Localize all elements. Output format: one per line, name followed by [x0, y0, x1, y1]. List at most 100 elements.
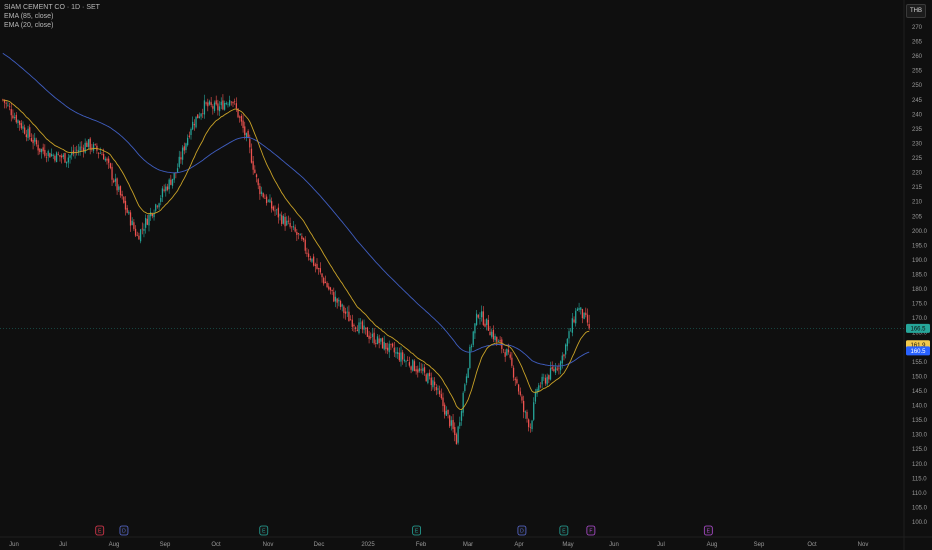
candle-body: [400, 352, 402, 362]
candle-body: [45, 157, 48, 158]
candle-body: [15, 114, 17, 123]
candle-body: [348, 311, 350, 322]
candle-body: [546, 376, 548, 385]
candle-body: [553, 369, 555, 372]
candle-body: [197, 114, 199, 119]
ema-85-legend[interactable]: EMA (85, close): [4, 13, 54, 20]
price-tag[interactable]: [906, 346, 930, 356]
candle-body: [353, 324, 355, 327]
candle-body: [397, 352, 399, 354]
candle-body: [450, 420, 453, 426]
candle-body: [417, 369, 419, 373]
candle-body: [319, 268, 321, 273]
candle-body: [307, 253, 310, 258]
event-marker-label: E: [415, 529, 419, 535]
candle-body: [34, 137, 36, 142]
candle-body: [92, 144, 95, 151]
candle-body: [151, 213, 153, 217]
candle-body: [568, 331, 570, 339]
candle-body: [103, 154, 105, 160]
candle-body: [128, 211, 130, 214]
symbol-title[interactable]: SIAM CEMENT CO · 1D · SET: [4, 4, 100, 11]
candle-body: [163, 189, 165, 191]
candle-body: [183, 146, 185, 151]
candle-body: [482, 311, 484, 325]
candle-body: [89, 138, 91, 150]
y-tick-label: 115.0: [912, 476, 927, 482]
ema-20-legend[interactable]: EMA (20, close): [4, 22, 54, 29]
candle-body: [76, 149, 78, 151]
y-tick-label: 110.0: [912, 491, 927, 497]
candle-body: [588, 324, 590, 329]
candle-body: [108, 158, 110, 163]
candle-body: [141, 228, 143, 230]
candle-body: [497, 340, 500, 342]
event-marker[interactable]: [119, 525, 129, 536]
candle-body: [7, 104, 9, 106]
candle-body: [208, 101, 211, 105]
candle-body: [343, 306, 345, 313]
currency-badge[interactable]: THB: [906, 4, 926, 18]
candle-body: [543, 377, 545, 379]
candle-body: [435, 386, 437, 391]
candle-body: [50, 153, 53, 157]
candle-body: [113, 180, 115, 183]
candle-body: [265, 196, 268, 204]
y-tick-label: 220: [912, 171, 923, 177]
candle-body: [297, 233, 300, 234]
candle-body: [66, 161, 68, 164]
candle-body: [168, 179, 170, 190]
x-tick-label: Aug: [707, 542, 718, 548]
event-marker[interactable]: [703, 525, 713, 536]
candle-body: [388, 343, 390, 353]
candle-body: [484, 323, 486, 327]
y-tick-label: 105.0: [912, 505, 928, 511]
candle-body: [430, 377, 432, 386]
event-marker-label: F: [589, 529, 592, 535]
candle-body: [385, 343, 387, 350]
candle-body: [477, 314, 479, 318]
y-tick-label: 135.0: [912, 418, 928, 424]
event-marker[interactable]: [586, 525, 596, 536]
event-marker[interactable]: [95, 525, 105, 536]
y-tick-label: 120.0: [912, 462, 928, 468]
candle-body: [452, 419, 454, 429]
price-tag[interactable]: [906, 323, 930, 333]
candle-body: [336, 298, 338, 303]
candle-body: [531, 420, 533, 430]
candle-body: [556, 368, 558, 370]
candle-body: [524, 411, 526, 413]
candle-body: [437, 388, 439, 390]
candle-body: [287, 220, 290, 222]
candle-body: [405, 360, 407, 362]
event-marker[interactable]: [412, 525, 422, 536]
event-marker[interactable]: [259, 525, 269, 536]
candle-body: [509, 354, 511, 358]
candle-body: [165, 186, 167, 192]
event-marker-label: D: [520, 529, 524, 535]
candle-body: [376, 336, 379, 344]
candle-body: [69, 155, 71, 158]
candle-body: [202, 113, 204, 114]
candle-body: [470, 345, 473, 348]
candle-body: [136, 234, 138, 236]
y-tick-label: 140.0: [912, 404, 928, 410]
candle-body: [61, 155, 63, 158]
candle-body: [267, 200, 269, 202]
candle-body: [42, 147, 44, 152]
candle-body: [296, 231, 298, 235]
candle-body: [469, 346, 471, 369]
event-marker[interactable]: [517, 525, 527, 536]
candle-body: [439, 390, 441, 395]
candle-body: [558, 367, 560, 369]
y-tick-label: 145.0: [912, 389, 928, 395]
candle-body: [487, 319, 489, 331]
candle-body: [309, 258, 311, 261]
candle-body: [185, 143, 187, 150]
candle-body: [363, 325, 365, 330]
y-tick-label: 175.0: [912, 302, 928, 308]
event-marker[interactable]: [559, 525, 569, 536]
candle-body: [586, 314, 589, 323]
y-tick-label: 170.0: [912, 316, 928, 322]
